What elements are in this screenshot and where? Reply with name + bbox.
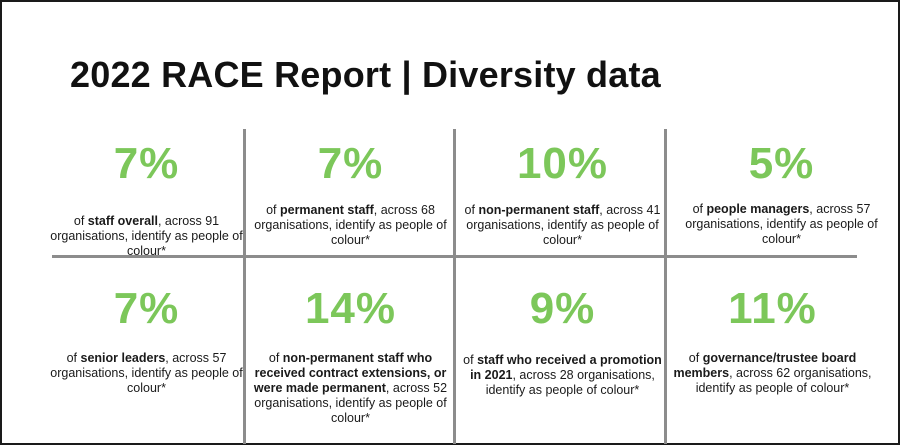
stat-percentage: 11% xyxy=(728,284,817,333)
stat-percentage: 9% xyxy=(529,284,596,333)
stat-description: of non-permanent staff who received cont… xyxy=(253,351,448,425)
stat-card-staff-overall: 7% of staff overall, across 91 organisat… xyxy=(44,142,249,259)
stat-percentage: 10% xyxy=(516,139,609,188)
stat-description: of staff who received a promotion in 202… xyxy=(463,353,662,397)
stat-description: of people managers, across 57 organisati… xyxy=(685,202,878,246)
stat-card-people-managers: 5% of people managers, across 57 organis… xyxy=(679,142,884,247)
stat-card-promotions: 9% of staff who received a promotion in … xyxy=(460,287,665,398)
stat-card-contract-extensions: 14% of non-permanent staff who received … xyxy=(248,287,453,426)
column-divider xyxy=(664,129,667,444)
page-title: 2022 RACE Report | Diversity data xyxy=(70,54,661,95)
stat-description: of senior leaders, across 57 organisatio… xyxy=(50,351,243,395)
stat-description: of staff overall, across 91 organisation… xyxy=(50,214,243,258)
stat-percentage: 7% xyxy=(317,139,384,188)
stat-card-permanent-staff: 7% of permanent staff, across 68 organis… xyxy=(248,142,453,248)
stat-percentage: 7% xyxy=(113,284,180,333)
column-divider xyxy=(453,129,456,444)
stat-description: of permanent staff, across 68 organisati… xyxy=(254,203,447,247)
stat-card-board-members: 11% of governance/trustee board members,… xyxy=(670,287,875,396)
column-divider xyxy=(243,129,246,444)
stat-card-senior-leaders: 7% of senior leaders, across 57 organisa… xyxy=(44,287,249,396)
stat-percentage: 5% xyxy=(748,139,815,188)
stat-description: of governance/trustee board members, acr… xyxy=(673,351,872,395)
stat-percentage: 14% xyxy=(304,284,397,333)
stat-card-non-permanent-staff: 10% of non-permanent staff, across 41 or… xyxy=(460,142,665,248)
stat-description: of non-permanent staff, across 41 organi… xyxy=(464,203,661,247)
stat-percentage: 7% xyxy=(113,139,180,188)
